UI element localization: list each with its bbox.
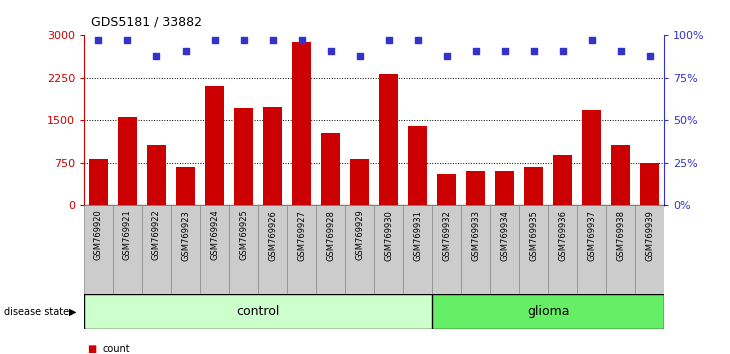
Bar — [491, 205, 519, 294]
Text: GSM769928: GSM769928 — [326, 210, 335, 261]
Text: GSM769938: GSM769938 — [616, 210, 626, 261]
Point — [93, 38, 104, 43]
Text: GSM769930: GSM769930 — [384, 210, 393, 261]
Point — [296, 38, 307, 43]
Text: GSM769935: GSM769935 — [529, 210, 538, 261]
Text: GSM769937: GSM769937 — [587, 210, 596, 261]
Bar — [519, 205, 548, 294]
Point — [180, 48, 191, 53]
Bar — [350, 159, 369, 205]
Bar — [89, 159, 108, 205]
Text: control: control — [237, 305, 280, 318]
Bar — [142, 205, 171, 294]
Bar — [234, 108, 253, 205]
Text: GSM769939: GSM769939 — [645, 210, 654, 261]
Bar — [583, 110, 602, 205]
Text: GSM769922: GSM769922 — [152, 210, 161, 261]
Bar — [316, 205, 345, 294]
Bar — [205, 86, 224, 205]
Bar — [408, 126, 427, 205]
Bar — [118, 117, 137, 205]
Point — [441, 53, 453, 59]
Bar — [258, 205, 287, 294]
Text: ▶: ▶ — [69, 307, 77, 316]
Text: GSM769921: GSM769921 — [123, 210, 132, 261]
Bar — [611, 145, 630, 205]
Point — [615, 48, 626, 53]
Bar — [84, 294, 432, 329]
Bar — [553, 155, 572, 205]
Point — [557, 48, 569, 53]
Text: GSM769932: GSM769932 — [442, 210, 451, 261]
Text: glioma: glioma — [527, 305, 569, 318]
Bar — [635, 205, 664, 294]
Text: ■: ■ — [88, 344, 97, 354]
Text: GSM769929: GSM769929 — [355, 210, 364, 261]
Point — [266, 38, 278, 43]
Bar — [200, 205, 229, 294]
Text: GSM769923: GSM769923 — [181, 210, 190, 261]
Bar — [607, 205, 635, 294]
Bar — [171, 205, 200, 294]
Point — [470, 48, 482, 53]
Bar — [147, 145, 166, 205]
Text: GSM769926: GSM769926 — [268, 210, 277, 261]
Point — [354, 53, 366, 59]
Point — [122, 38, 134, 43]
Text: GSM769927: GSM769927 — [297, 210, 306, 261]
Bar — [84, 205, 113, 294]
Point — [325, 48, 337, 53]
Bar — [374, 205, 403, 294]
Point — [209, 38, 220, 43]
Text: disease state: disease state — [4, 307, 69, 316]
Text: GSM769934: GSM769934 — [500, 210, 510, 261]
Point — [586, 38, 598, 43]
Bar — [229, 205, 258, 294]
Bar — [495, 171, 514, 205]
Bar — [287, 205, 316, 294]
Bar — [321, 133, 340, 205]
Text: GDS5181 / 33882: GDS5181 / 33882 — [91, 15, 202, 28]
Point — [383, 38, 394, 43]
Text: GSM769936: GSM769936 — [558, 210, 567, 261]
Text: GSM769924: GSM769924 — [210, 210, 219, 261]
Bar — [432, 205, 461, 294]
Text: GSM769933: GSM769933 — [471, 210, 480, 261]
Text: GSM769931: GSM769931 — [413, 210, 422, 261]
Bar — [263, 107, 282, 205]
Bar — [113, 205, 142, 294]
Text: GSM769925: GSM769925 — [239, 210, 248, 261]
Bar — [345, 205, 374, 294]
Bar — [176, 167, 195, 205]
Point — [644, 53, 656, 59]
Bar — [524, 167, 543, 205]
Bar — [466, 171, 485, 205]
Point — [150, 53, 162, 59]
Bar — [461, 205, 491, 294]
Point — [412, 38, 423, 43]
Bar — [437, 174, 456, 205]
Bar — [577, 205, 607, 294]
Point — [528, 48, 539, 53]
Bar — [640, 164, 659, 205]
Bar — [379, 74, 398, 205]
Bar — [403, 205, 432, 294]
Text: GSM769920: GSM769920 — [94, 210, 103, 261]
Bar — [292, 42, 311, 205]
Bar — [432, 294, 664, 329]
Bar — [548, 205, 577, 294]
Point — [499, 48, 510, 53]
Text: count: count — [102, 344, 130, 354]
Point — [238, 38, 250, 43]
